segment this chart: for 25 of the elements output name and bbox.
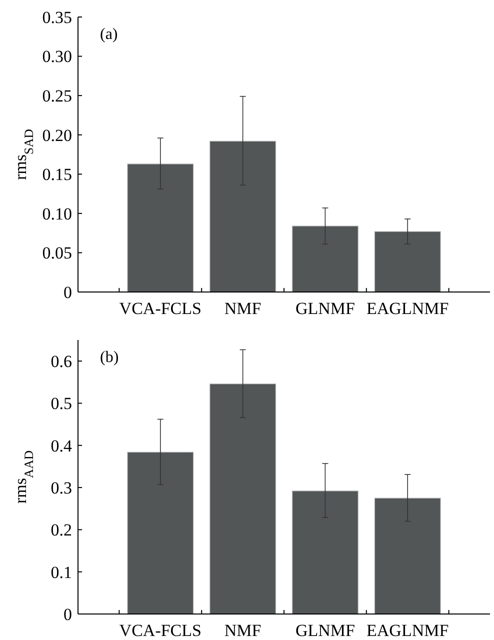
y-tick-label: 0.25 xyxy=(42,86,72,106)
y-tick-label: 0 xyxy=(64,604,72,624)
y-tick-label: 0.2 xyxy=(50,520,72,540)
y-tick-label: 0.15 xyxy=(42,165,72,184)
y-tick-label: 0.10 xyxy=(42,204,72,224)
x-tick-label: EAGLNMF xyxy=(366,621,449,640)
y-tick-label: 0.3 xyxy=(50,478,72,498)
x-tick-label: NMF xyxy=(224,621,262,640)
x-tick-label: VCA-FCLS xyxy=(119,299,202,318)
x-tick-label: VCA-FCLS xyxy=(119,621,202,640)
x-tick-label: GLNMF xyxy=(295,299,355,318)
x-tick-label: GLNMF xyxy=(295,621,355,640)
y-tick-label: 0.5 xyxy=(50,394,72,414)
y-tick-label: 0.6 xyxy=(50,352,72,372)
y-tick-label: 0 xyxy=(64,282,72,302)
y-tick-label: 0.20 xyxy=(42,126,72,145)
y-tick-label: 0.30 xyxy=(42,47,72,66)
x-tick-label: EAGLNMF xyxy=(366,299,449,318)
y-tick-label: 0.35 xyxy=(42,8,72,27)
annotation: (a) xyxy=(100,26,118,43)
y-tick-label: 0.4 xyxy=(50,436,72,456)
annotation: (b) xyxy=(100,349,119,366)
x-tick-label: NMF xyxy=(224,299,262,318)
y-tick-label: 0.1 xyxy=(50,562,72,582)
y-tick-label: 0.05 xyxy=(42,244,72,263)
